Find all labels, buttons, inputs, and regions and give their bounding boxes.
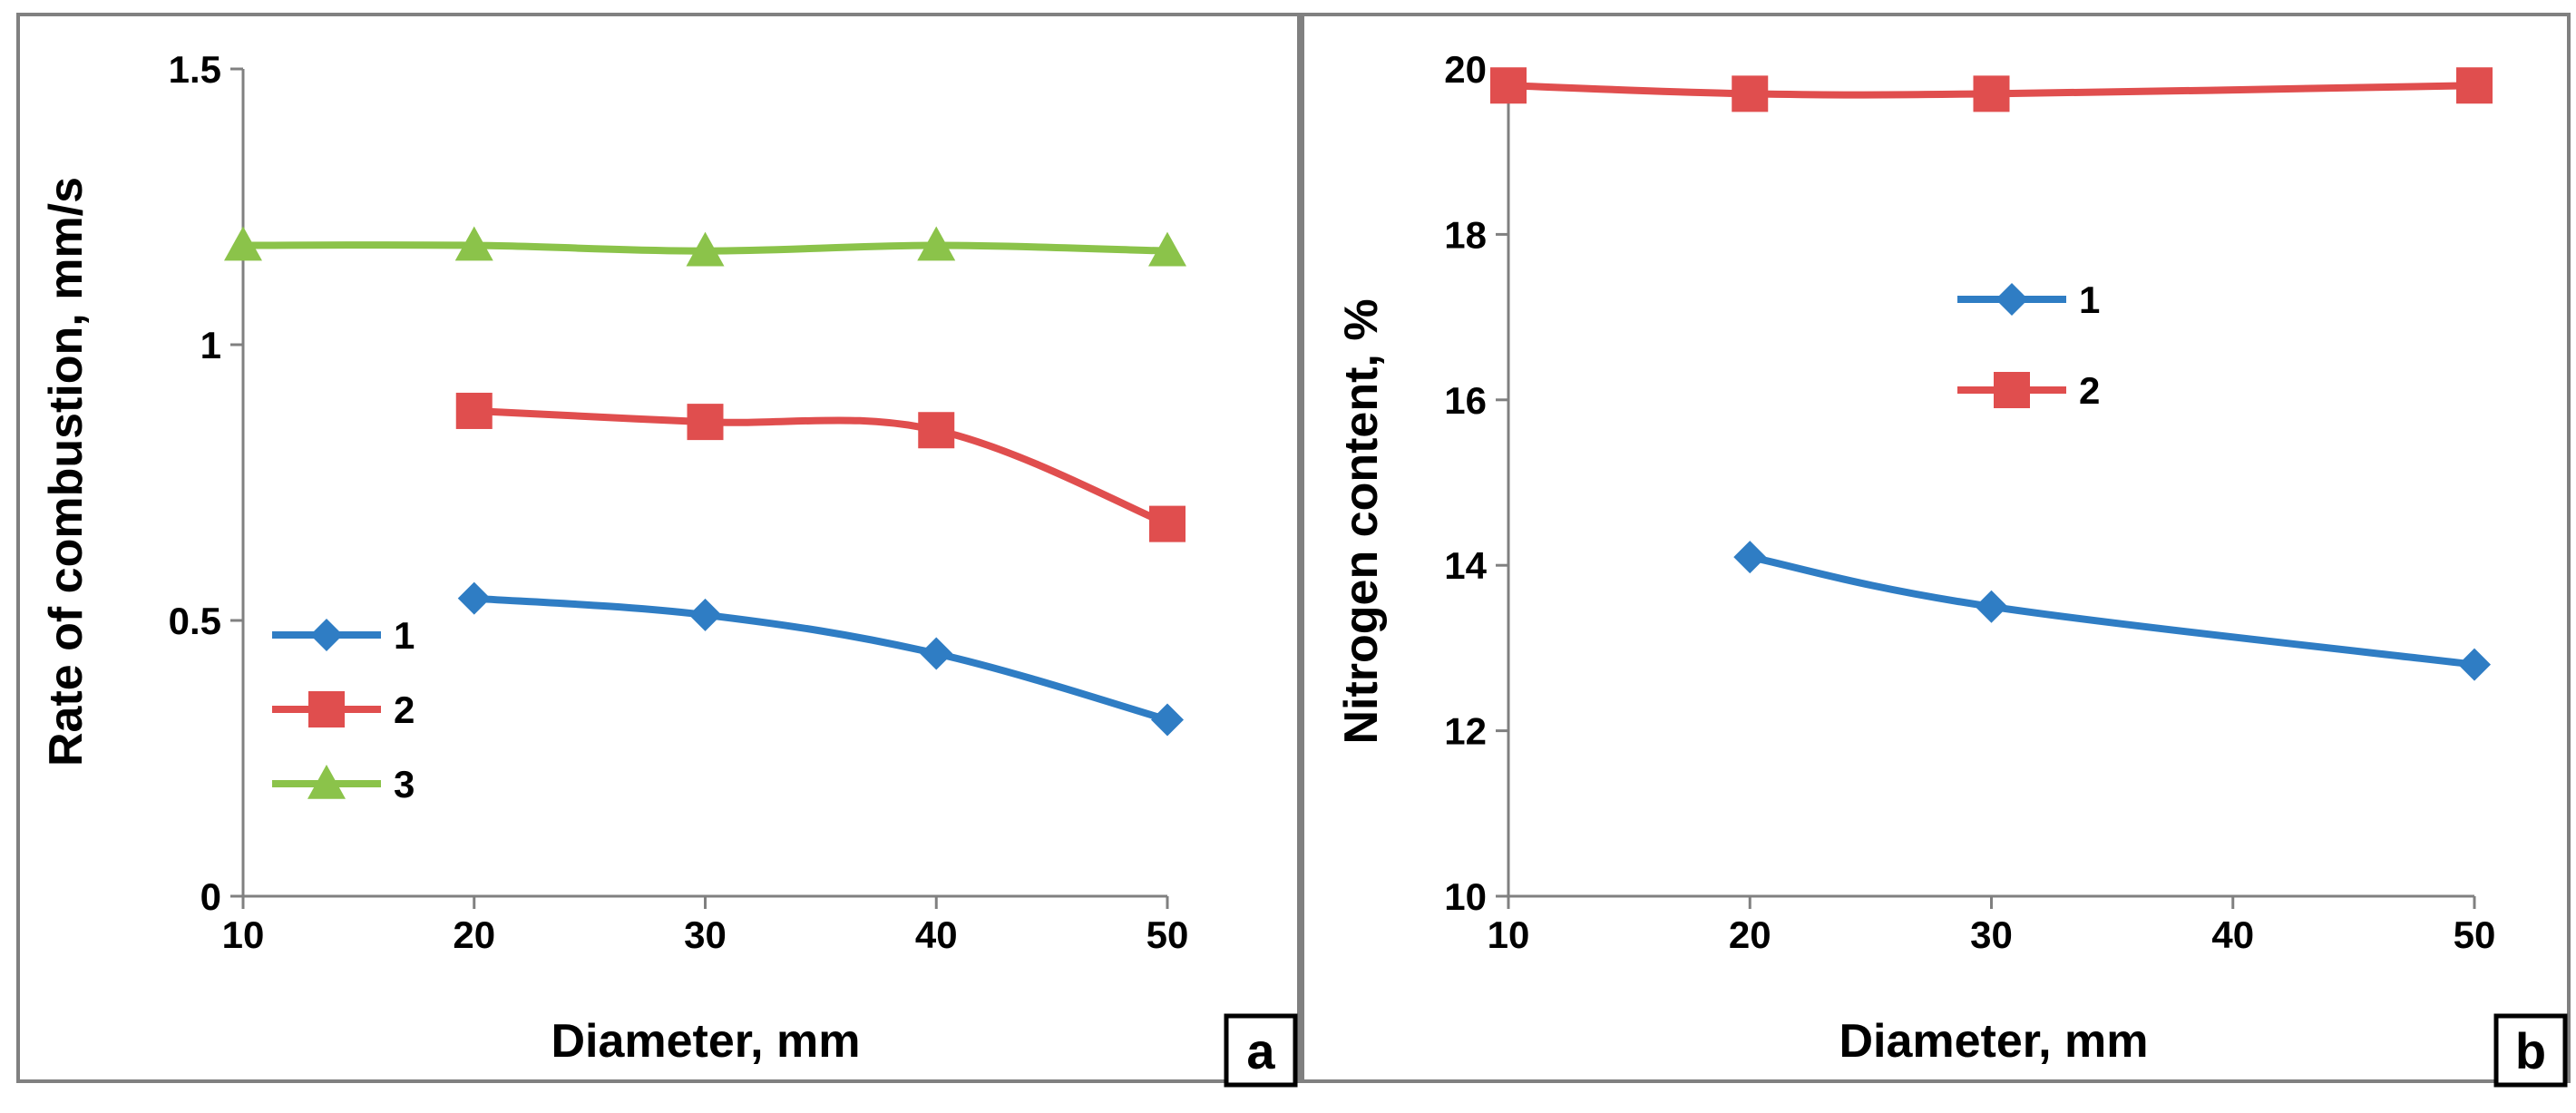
series-1-line [1746,553,2478,669]
x-tick-label: 50 [1147,913,1189,956]
series-2-point [1149,505,1186,542]
panel-a: 0 0.5 1 1.5 10 20 30 40 50 Rate of combustion, m… [40,48,1298,1088]
x-tick-label: 40 [2211,913,2254,956]
panel-b-label-box [2493,1013,2568,1088]
y-tick-label: 14 [1444,544,1487,587]
y-tick-label: 1.5 [169,48,221,91]
x-tick-label: 30 [684,913,727,956]
x-tick-label: 10 [222,913,265,956]
panel-b-xlabel: Diameter, mm [1839,1015,2148,1068]
y-tick-label: 10 [1444,875,1487,918]
y-tick-label: 12 [1444,710,1487,753]
series-1-point [1151,703,1184,737]
series-1-point [2458,648,2491,681]
y-tick-label: 18 [1444,213,1487,256]
y-tick-label: 0.5 [169,600,221,642]
legend-1-label: 1 [394,614,415,657]
series-2-point [1732,75,1769,112]
x-tick-label: 40 [915,913,958,956]
x-tick-label: 20 [1729,913,1771,956]
series-3-point [686,231,725,267]
series-2-point [687,404,724,441]
series-2-line [470,406,1171,528]
panel-b-ylabel: Nitrogen content, % [1335,298,1388,744]
series-1-point [920,637,953,670]
legend-1-marker [1995,283,2028,316]
x-tick-label: 10 [1488,913,1530,956]
legend-1-marker [310,619,343,651]
series-1-point [1975,590,2008,623]
y-tick-label: 0 [200,875,221,918]
panel-a-xlabel: Diameter, mm [551,1015,860,1068]
x-tick-label: 30 [1970,913,2013,956]
series-1-point [457,581,491,615]
series-3-point [454,226,493,261]
legend-3-marker [307,765,346,799]
x-tick-label: 50 [2454,913,2496,956]
series-1-point [1733,541,1767,574]
series-3-point [224,226,262,261]
panel-a-frame [16,13,1301,1083]
panel-b-frame [1301,13,2571,1083]
y-tick-label: 1 [200,324,221,366]
panel-a-label: a [1246,1022,1275,1079]
series-2-point [1490,67,1527,104]
legend-2-marker [308,691,345,727]
legend-1-label: 1 [2079,278,2100,321]
legend-2-label: 2 [2079,369,2100,412]
series-1-line [470,594,1171,724]
series-1-point [688,598,722,631]
legend-2-marker [1994,372,2030,408]
x-tick-label: 20 [453,913,495,956]
series-3-point [917,226,956,261]
panel-a-ylabel: Rate of combustion, mm/s [40,177,93,766]
series-2-point [1973,75,2010,112]
series-2-line [1505,82,2478,99]
y-tick-label: 20 [1444,48,1487,91]
series-2-point [918,412,955,449]
series-2-point [2456,67,2493,104]
series-3-point [1148,231,1186,267]
panel-a-label-box [1224,1013,1298,1088]
series-2-point [455,392,493,429]
y-tick-label: 16 [1444,379,1487,422]
legend-3-label: 3 [394,763,415,805]
panel-b-label: b [2515,1022,2546,1079]
legend-2-label: 2 [394,688,415,731]
